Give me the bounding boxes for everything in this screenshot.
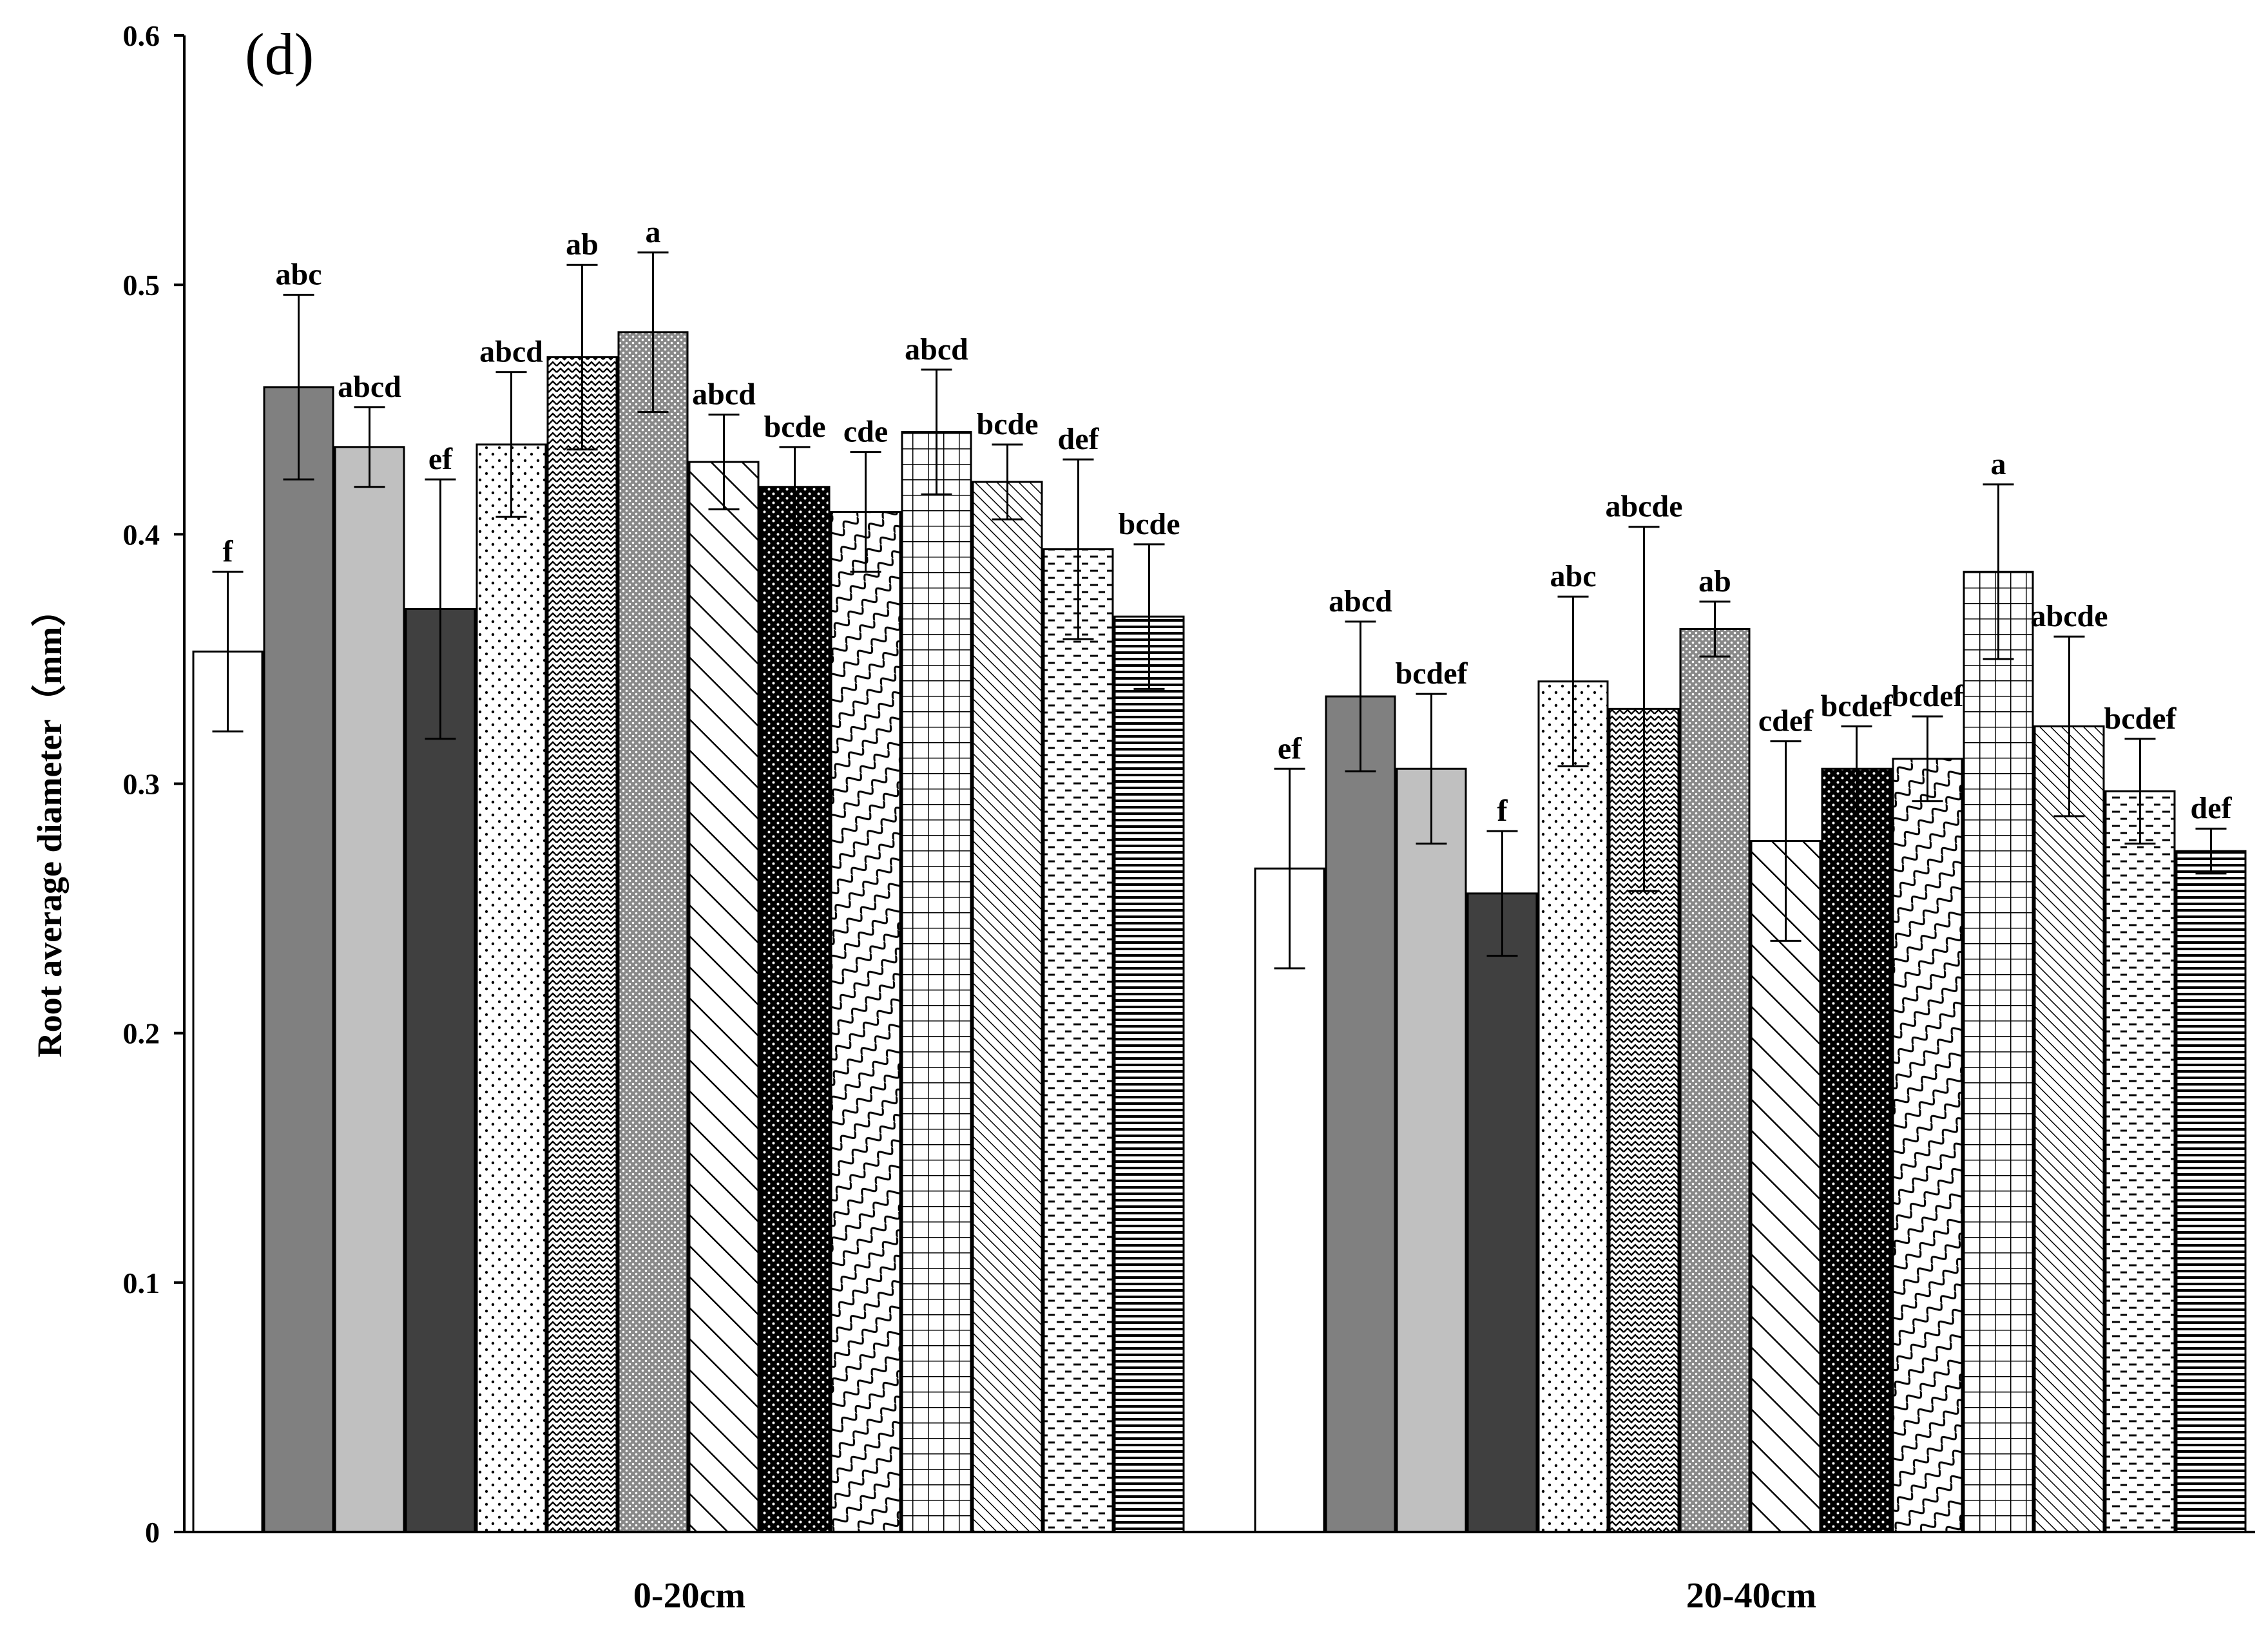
bar-2-3 bbox=[1396, 767, 1467, 1533]
significance-label-1-6: ab bbox=[566, 227, 599, 262]
significance-label-1-2: abc bbox=[276, 258, 322, 292]
significance-label-1-4: ef bbox=[428, 442, 453, 476]
significance-label-2-9: bcdef bbox=[1821, 689, 1894, 723]
significance-label-1-11: abcd bbox=[905, 332, 968, 367]
significance-label-2-8: cdef bbox=[1758, 704, 1814, 738]
panel-label: (d) bbox=[245, 21, 314, 87]
bar-1-14 bbox=[1113, 615, 1185, 1533]
significance-labels-group: fefabcabcdabcdbcdefeffabcdabcababcdeaaba… bbox=[223, 215, 2233, 828]
bar-2-10 bbox=[1892, 758, 1963, 1533]
y-tick-label: 0.5 bbox=[123, 269, 160, 302]
significance-label-2-7: ab bbox=[1698, 564, 1731, 599]
bar-1-4 bbox=[405, 608, 476, 1533]
significance-label-1-9: bcde bbox=[764, 410, 826, 444]
bar-2-1 bbox=[1254, 867, 1325, 1533]
significance-label-2-2: abcd bbox=[1329, 584, 1392, 618]
significance-label-2-13: bcdef bbox=[2104, 702, 2177, 736]
bar-1-12 bbox=[972, 481, 1043, 1533]
significance-label-2-11: a bbox=[1991, 447, 2006, 481]
y-tick-label: 0.6 bbox=[123, 19, 160, 52]
bar-1-13 bbox=[1043, 548, 1114, 1533]
y-tick-label: 0.1 bbox=[123, 1267, 160, 1299]
bar-2-14 bbox=[2175, 850, 2247, 1533]
bar-2-8 bbox=[1750, 840, 1821, 1533]
bar-2-2 bbox=[1325, 695, 1396, 1533]
x-category-label: 0-20cm bbox=[633, 1576, 745, 1616]
significance-label-2-1: ef bbox=[1278, 731, 1302, 765]
significance-label-1-13: def bbox=[1058, 422, 1100, 456]
significance-label-1-8: abcd bbox=[692, 377, 756, 411]
y-axis-label: Root average diameter（mm） bbox=[30, 592, 69, 1058]
significance-label-1-7: a bbox=[646, 215, 661, 249]
bar-1-10 bbox=[830, 510, 901, 1533]
significance-label-2-4: f bbox=[1497, 794, 1508, 828]
significance-label-2-6: abcde bbox=[1606, 490, 1683, 524]
significance-label-1-1: f bbox=[223, 534, 234, 568]
bar-1-1 bbox=[192, 650, 264, 1533]
bar-2-4 bbox=[1466, 892, 1538, 1533]
y-tick-label: 0.3 bbox=[123, 768, 160, 801]
bar-2-5 bbox=[1537, 680, 1609, 1533]
bar-1-6 bbox=[546, 356, 618, 1533]
significance-label-2-12: abcde bbox=[2031, 599, 2108, 633]
significance-label-1-5: abcd bbox=[479, 335, 543, 369]
bar-2-9 bbox=[1821, 767, 1892, 1533]
significance-label-2-14: def bbox=[2191, 791, 2233, 825]
bar-1-7 bbox=[617, 331, 689, 1533]
y-tick-label: 0.2 bbox=[123, 1017, 160, 1050]
significance-label-1-3: abcd bbox=[338, 370, 401, 404]
error-bars-group bbox=[212, 251, 2227, 970]
y-tick-label: 0.4 bbox=[123, 518, 160, 551]
bar-1-3 bbox=[334, 446, 405, 1533]
bar-1-5 bbox=[476, 443, 547, 1533]
bar-2-13 bbox=[2104, 790, 2176, 1533]
significance-label-1-12: bcde bbox=[977, 407, 1039, 441]
bar-2-12 bbox=[2033, 725, 2105, 1533]
significance-label-2-5: abc bbox=[1550, 559, 1597, 593]
significance-label-1-10: cde bbox=[843, 415, 888, 449]
bar-2-7 bbox=[1679, 627, 1751, 1533]
bar-1-11 bbox=[901, 431, 972, 1533]
bar-1-8 bbox=[688, 461, 760, 1533]
y-tick-label: 0 bbox=[145, 1516, 160, 1549]
significance-label-2-3: bcdef bbox=[1396, 656, 1468, 691]
significance-label-1-14: bcde bbox=[1119, 507, 1180, 541]
bar-2-11 bbox=[1963, 570, 2034, 1533]
y-ticks-group: 0 0.1 0.2 0.3 0.4 0.5 0.6 bbox=[123, 19, 184, 1549]
bars-group bbox=[192, 331, 2247, 1533]
bar-1-2 bbox=[263, 386, 334, 1533]
bar-1-9 bbox=[759, 486, 831, 1533]
significance-label-2-10: bcdef bbox=[1892, 679, 1965, 713]
x-categories-group: 0-20cm 20-40cm bbox=[633, 1576, 1816, 1616]
x-category-label: 20-40cm bbox=[1686, 1576, 1816, 1616]
